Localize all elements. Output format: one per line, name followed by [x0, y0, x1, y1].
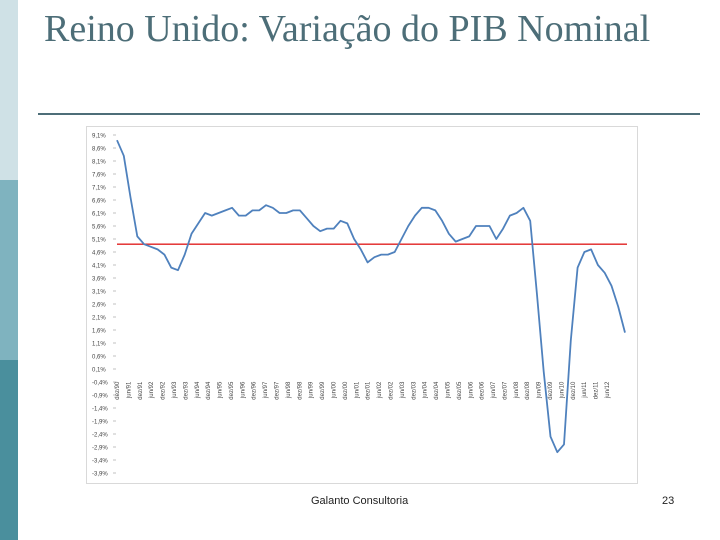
x-tick-label: jun/95	[218, 381, 224, 399]
y-tick-label: 1,1%	[92, 342, 106, 348]
x-tick-label: jun/99	[309, 381, 315, 399]
y-tick-label: 9,1%	[92, 134, 106, 140]
x-tick-label: jun/92	[149, 381, 155, 399]
x-tick-label: dez/09	[548, 381, 554, 400]
y-tick-label: 4,1%	[92, 264, 106, 270]
y-tick-label: 1,6%	[92, 329, 106, 335]
x-tick-label: dez/00	[343, 381, 349, 400]
y-tick-label: 8,6%	[92, 147, 106, 153]
y-tick-label: -2,9%	[92, 446, 108, 452]
x-tick-label: dez/95	[229, 381, 235, 400]
x-tick-label: jun/09	[537, 381, 543, 399]
x-tick-label: jun/04	[423, 381, 429, 399]
x-tick-label: dez/91	[138, 381, 144, 400]
x-tick-label: jun/97	[263, 381, 269, 399]
gdp-line-chart: 9,1% 8,6% 8,1% 7,6% 7,1% 6,6% 6,1% 5,6% 5,1% 4,6%…	[92, 134, 627, 478]
x-tick-label: jun/11	[582, 381, 588, 399]
y-tick-label: 4,6%	[92, 251, 106, 257]
x-tick-label: jun/00	[332, 381, 338, 399]
x-tick-label: dez/07	[502, 381, 508, 400]
y-tick-label: 2,1%	[92, 316, 106, 322]
x-tick-label: jun/10	[559, 381, 565, 399]
y-tick-label: -0,9%	[92, 394, 108, 400]
y-tick-label: 5,6%	[92, 225, 106, 231]
x-tick-label: dez/08	[525, 381, 531, 400]
x-tick-label: jun/02	[377, 381, 383, 399]
x-tick-label: dez/99	[320, 381, 326, 400]
x-tick-label: jun/06	[468, 381, 474, 399]
y-tick-label: -1,9%	[92, 420, 108, 426]
y-tick-label: 0,6%	[92, 355, 106, 361]
x-tick-label: dez/10	[571, 381, 577, 400]
side-bar-middle	[0, 180, 18, 360]
x-tick-label: dez/96	[252, 381, 258, 400]
y-tick-label: 7,1%	[92, 186, 106, 192]
y-tick-label: -3,9%	[92, 472, 108, 478]
slide-title: Reino Unido: Variação do PIB Nominal	[44, 8, 651, 50]
x-tick-label: jun/12	[605, 381, 611, 399]
x-tick-label: jun/03	[400, 381, 406, 399]
title-divider	[38, 113, 700, 115]
x-tick-label: jun/98	[286, 381, 292, 399]
x-tick-label: dez/01	[366, 381, 372, 400]
y-tick-label: 3,1%	[92, 290, 106, 296]
x-tick-label: jun/08	[514, 381, 520, 399]
side-bar-bottom	[0, 360, 18, 540]
x-tick-label: dez/98	[297, 381, 303, 400]
y-tick-label: -1,4%	[92, 407, 108, 413]
x-tick-label: dez/04	[434, 381, 440, 400]
y-tick-label: 2,6%	[92, 303, 106, 309]
x-tick-label: jun/07	[491, 381, 497, 399]
page-number: 23	[662, 495, 675, 507]
y-tick-label: 5,1%	[92, 238, 106, 244]
x-tick-label: jun/96	[240, 381, 246, 399]
x-tick-label: jun/93	[172, 381, 178, 399]
x-tick-label: dez/94	[206, 381, 212, 400]
x-tick-label: jun/05	[445, 381, 451, 399]
y-tick-label: 6,6%	[92, 199, 106, 205]
x-tick-label: jun/94	[195, 381, 201, 399]
x-tick-label: dez/97	[275, 381, 281, 400]
x-tick-label: dez/11	[594, 381, 600, 399]
x-tick-label: dez/02	[388, 381, 394, 400]
x-tick-label: dez/05	[457, 381, 463, 400]
gdp-series-line	[116, 139, 626, 454]
y-tick-label: 6,1%	[92, 212, 106, 218]
side-bar-top	[0, 0, 18, 180]
x-tick-label: jun/01	[354, 381, 360, 399]
y-tick-label: 0,1%	[92, 368, 106, 374]
x-tick-label: dez/90	[115, 381, 121, 400]
y-tick-label: -3,4%	[92, 459, 108, 465]
x-tick-label: dez/06	[480, 381, 486, 400]
y-tick-label: -2,4%	[92, 433, 108, 439]
x-tick-label: dez/93	[183, 381, 189, 400]
y-tick-label: 3,6%	[92, 277, 106, 283]
footer-text: Galanto Consultoria	[311, 495, 409, 507]
y-tick-label: 7,6%	[92, 173, 106, 179]
x-tick-label: dez/92	[161, 381, 167, 400]
x-tick-label: dez/03	[411, 381, 417, 400]
chart-frame: 9,1% 8,6% 8,1% 7,6% 7,1% 6,6% 6,1% 5,6% 5,1% 4,6%…	[86, 126, 638, 484]
y-tick-label: 8,1%	[92, 160, 106, 166]
x-tick-label: jun/91	[126, 381, 132, 399]
y-tick-label: -0,4%	[92, 381, 108, 387]
